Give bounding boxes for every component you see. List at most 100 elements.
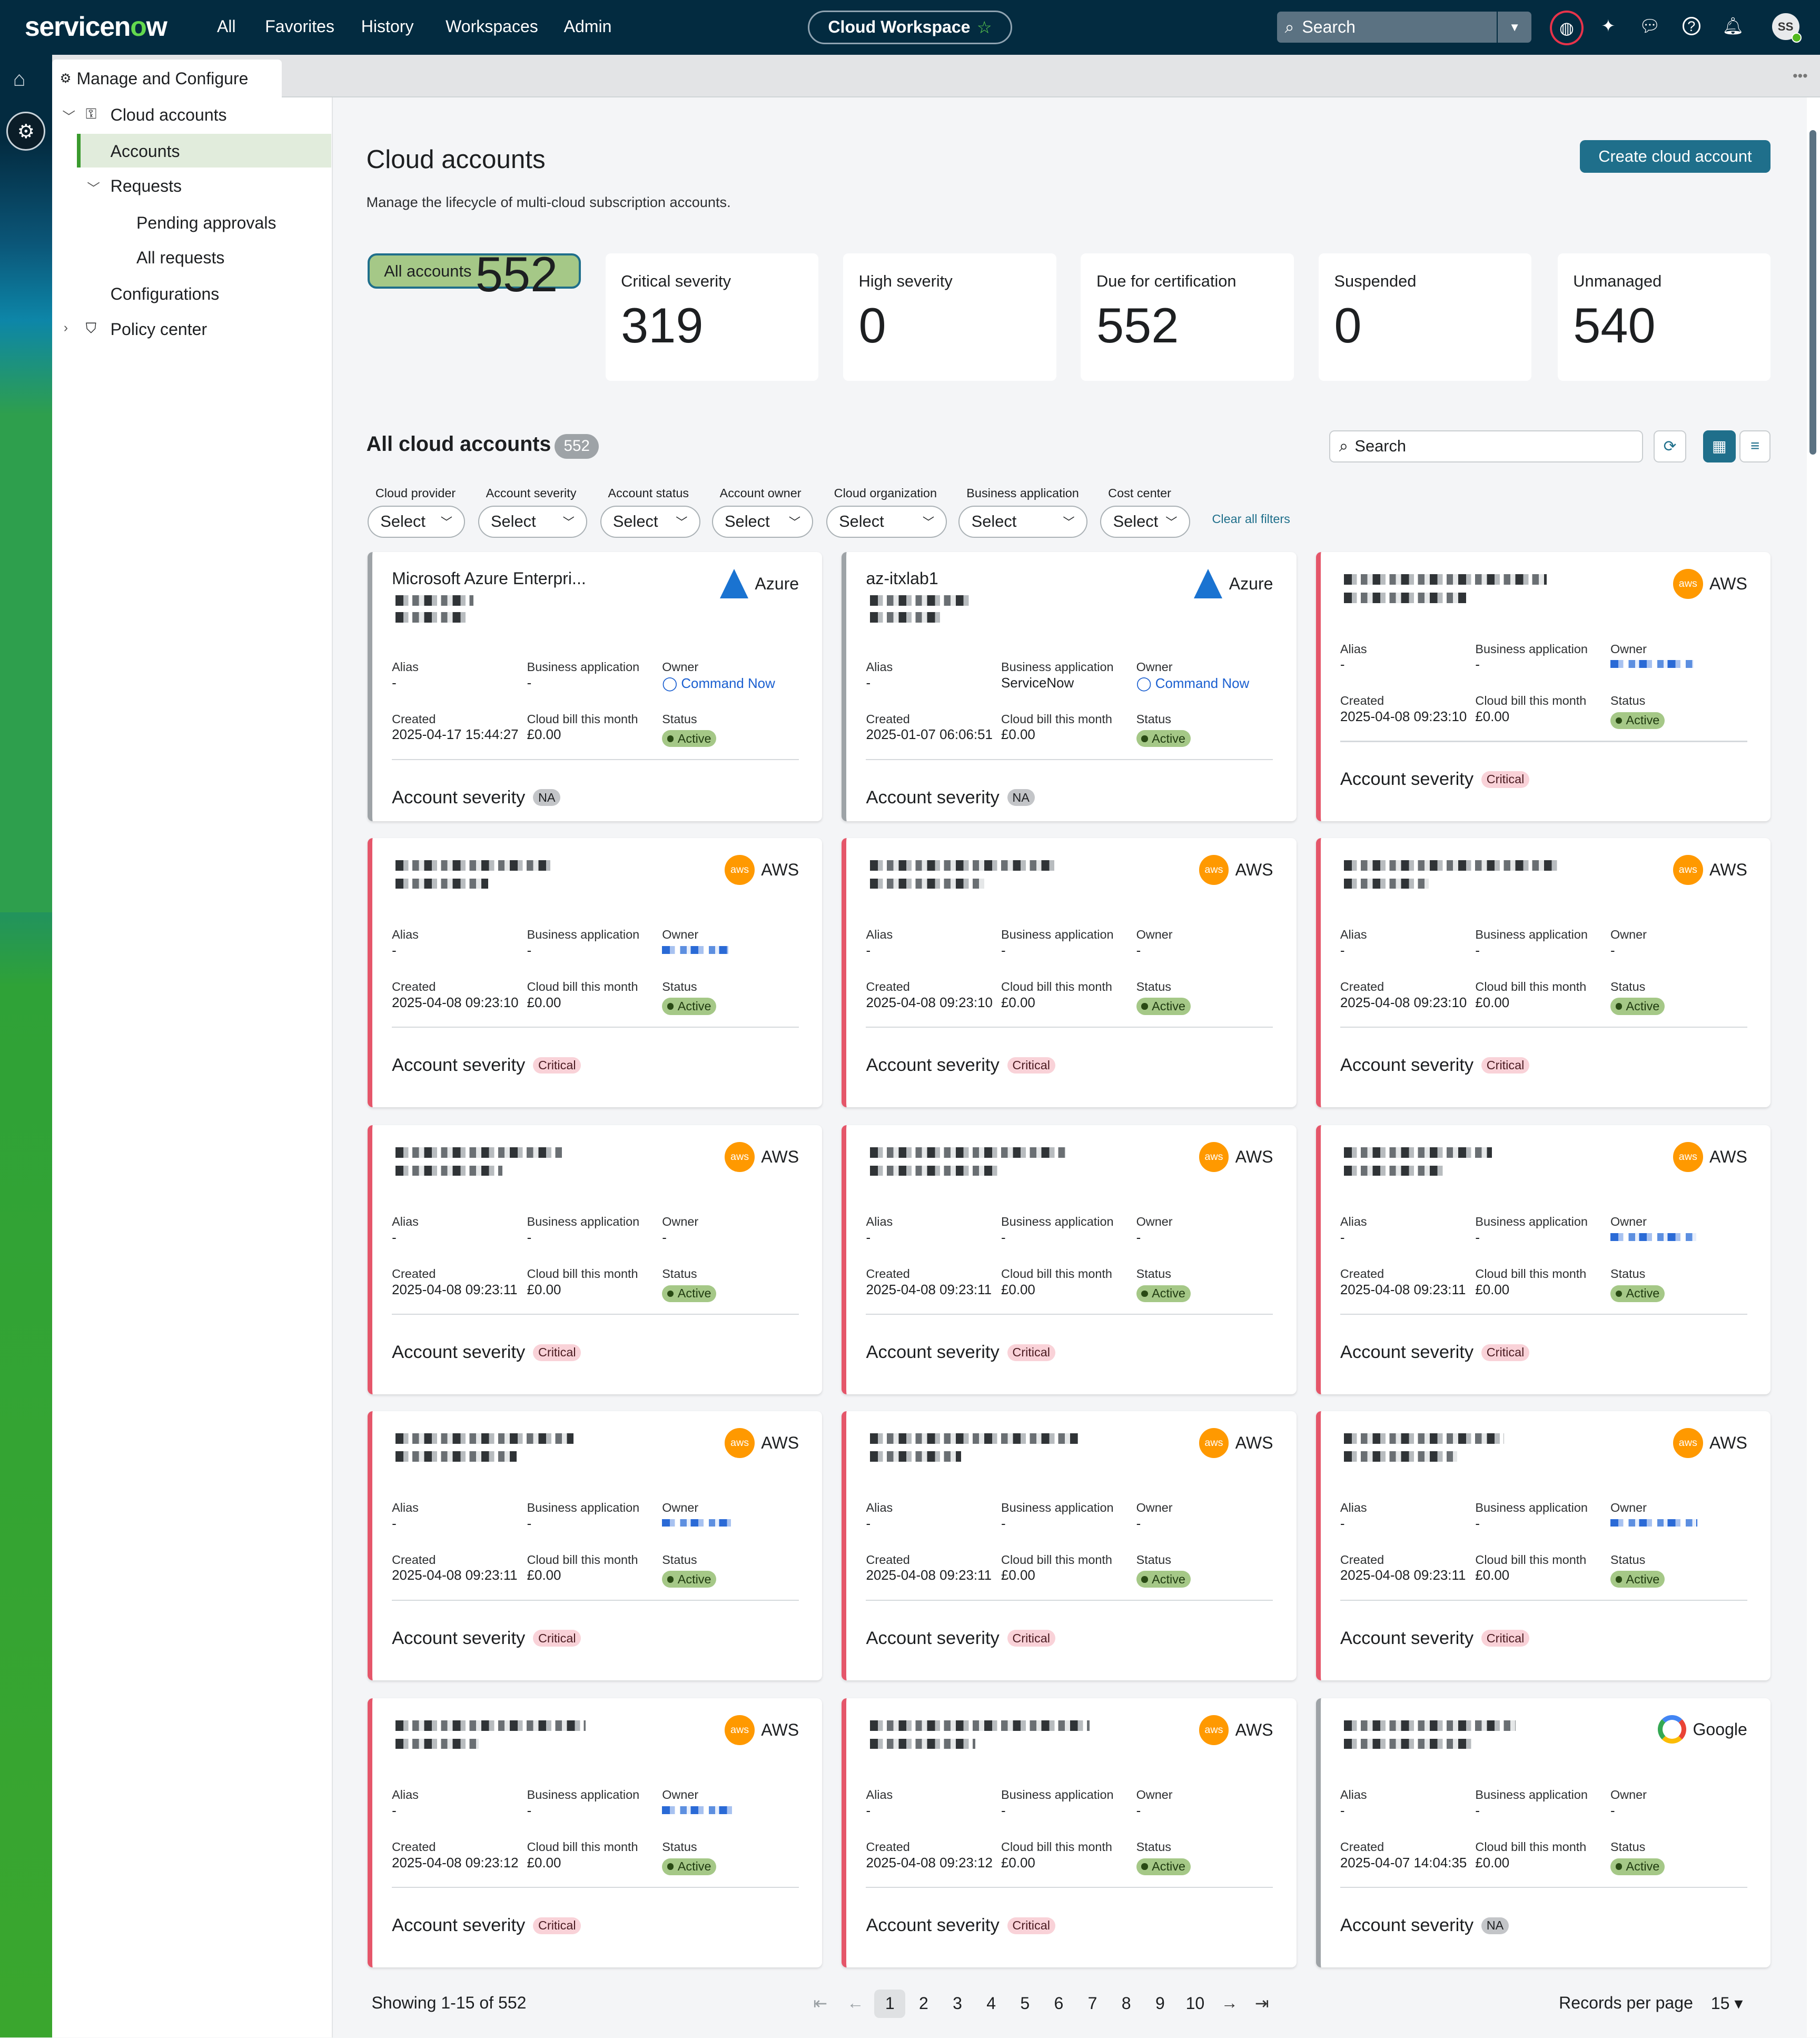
page-5[interactable]: 5 [1020,1994,1030,2013]
last-page-icon[interactable]: ⇥ [1254,1994,1269,2013]
account-card[interactable]: aws AWS Alias - Business application - Owner Cr… [368,1411,823,1680]
prev-page-icon[interactable]: ← [847,1993,864,2013]
filter-select-cloud-provider[interactable]: Select ﹀ [368,505,466,538]
nav-favorites[interactable]: Favorites [265,17,335,36]
page-4[interactable]: 4 [986,1994,996,2013]
business-application-value: - [1475,943,1480,958]
page-7[interactable]: 7 [1087,1994,1097,2013]
account-card[interactable]: aws AWS Alias - Business application - Owner - C… [842,1698,1297,1967]
stat-card-high-severity[interactable]: High severity 0 [843,253,1056,381]
grid-view-button[interactable]: ▦ [1703,430,1736,463]
nav-workspaces[interactable]: Workspaces [446,17,538,36]
redacted-owner[interactable] [662,1519,731,1527]
chevron-right-icon[interactable]: › [63,321,68,336]
search-scope-dropdown[interactable]: ▼ [1496,12,1532,43]
account-card[interactable]: aws AWS Alias - Business application - Owner - C… [842,838,1297,1107]
page-9[interactable]: 9 [1155,1994,1165,2013]
business-application-label: Business application [1001,928,1114,942]
owner-link[interactable]: ◯ Command Now [662,676,775,692]
owner-link[interactable]: ◯ Command Now [1136,676,1250,692]
sidebar-item-configurations[interactable]: Configurations [110,284,220,304]
page-1[interactable]: 1 [874,1989,906,2018]
nav-all[interactable]: All [216,17,236,36]
account-card[interactable]: aws AWS Alias - Business application - Owner - C… [1315,838,1771,1107]
sidebar-item-cloud-accounts[interactable]: Cloud accounts [110,105,227,124]
records-per-page-select[interactable]: 15 ▾ [1710,1994,1743,2013]
home-icon[interactable]: ⌂ [13,67,26,91]
redacted-owner[interactable] [1610,660,1694,668]
account-card[interactable]: aws AWS Alias - Business application - Owner Cr… [368,1698,823,1967]
azure-logo-icon [1194,569,1223,599]
account-card[interactable]: aws AWS Alias - Business application - Owner Cr… [368,838,823,1107]
sparkle-icon[interactable]: ✦ [1601,16,1616,35]
status-badge: Active [1136,1571,1191,1588]
more-options-icon[interactable]: ••• [1793,67,1808,84]
account-card[interactable]: aws AWS Alias - Business application - Owner - C… [842,1125,1297,1394]
account-card[interactable]: az-itxlab1 Azure Alias - Business applicatio… [842,552,1297,821]
filter-select-cloud-organization[interactable]: Select ﹀ [826,505,947,538]
sidebar-item-policy-center[interactable]: Policy center [110,319,207,339]
avatar[interactable]: SS [1772,13,1802,43]
filter-select-business-application[interactable]: Select ﹀ [958,505,1087,538]
account-card[interactable]: aws AWS Alias - Business application - Owner - C… [368,1125,823,1394]
stat-card-due-for-certification[interactable]: Due for certification 552 [1081,253,1294,381]
sidebar-item-accounts[interactable]: Accounts [110,141,180,161]
sidebar-item-requests[interactable]: Requests [110,176,182,196]
filter-select-account-severity[interactable]: Select ﹀ [478,505,587,538]
create-cloud-account-button[interactable]: Create cloud account [1579,140,1771,173]
cloud-workspace-app-icon[interactable]: ⚙ [6,112,46,151]
list-view-button[interactable]: ≡ [1739,430,1771,463]
chevron-down-icon[interactable]: ﹀ [62,110,76,125]
severity-badge: NA [533,789,561,806]
owner-label: Owner [1136,1215,1173,1229]
status-label: Status [1610,1839,1646,1854]
chat-icon[interactable]: 💬︎ [1639,16,1661,35]
workspace-pill[interactable]: Cloud Workspace ☆ [808,10,1012,44]
page-2[interactable]: 2 [918,1994,928,2013]
servicenow-logo[interactable]: servicenow [24,11,167,42]
list-search-input[interactable]: ⌕ Search [1329,430,1644,463]
page-6[interactable]: 6 [1054,1994,1064,2013]
redacted-owner[interactable] [1610,1519,1698,1527]
filter-select-account-status[interactable]: Select ﹀ [600,505,700,538]
account-card[interactable]: aws AWS Alias - Business application - Owner - C… [842,1411,1297,1680]
redacted-owner[interactable] [662,1806,733,1814]
account-card[interactable]: Microsoft Azure Enterpri... Azure Alias - Bu… [368,552,823,821]
filter-select-account-owner[interactable]: Select ﹀ [711,505,814,538]
refresh-button[interactable]: ⟳ [1654,430,1686,463]
sidebar-item-pending-approvals[interactable]: Pending approvals [136,213,276,232]
account-card[interactable]: aws AWS Alias - Business application - Owner Cr… [1315,1411,1771,1680]
cloud-bill-value: £0.00 [527,1855,561,1870]
global-search[interactable]: ⌕ Search ▼ [1277,12,1532,43]
first-page-icon[interactable]: ⇤ [813,1994,828,2013]
created-label: Created [1340,1839,1384,1854]
star-icon[interactable]: ☆ [976,17,992,37]
next-page-icon[interactable]: → [1221,1993,1238,2013]
stat-card-critical-severity[interactable]: Critical severity 319 [605,253,819,381]
page-8[interactable]: 8 [1121,1994,1131,2013]
globe-icon[interactable]: ◍ [1549,10,1584,46]
chevron-down-icon[interactable]: ﹀ [87,181,100,196]
account-card[interactable]: aws AWS Alias - Business application - Owner Cr… [1315,552,1771,821]
filter-select-cost-center[interactable]: Select ﹀ [1100,505,1190,538]
global-search-input[interactable]: Search [1302,17,1356,37]
redacted-owner[interactable] [1610,1233,1696,1241]
page-10[interactable]: 10 [1185,1994,1205,2013]
account-name[interactable]: Microsoft Azure Enterpri... [392,569,586,588]
clear-all-filters-link[interactable]: Clear all filters [1212,511,1290,526]
bell-icon[interactable]: 🔔︎ [1722,16,1744,35]
help-icon[interactable]: ? [1682,17,1701,35]
account-card[interactable]: aws AWS Alias - Business application - Owner Cr… [1315,1125,1771,1394]
account-card[interactable]: Google Alias - Business application - Owner - C… [1315,1698,1771,1967]
account-name[interactable]: az-itxlab1 [866,569,938,588]
stat-card-unmanaged[interactable]: Unmanaged 540 [1557,253,1771,381]
nav-admin[interactable]: Admin [563,17,612,36]
sidebar-item-all-requests[interactable]: All requests [136,248,225,268]
redacted-owner[interactable] [662,946,728,954]
stat-card-all-accounts[interactable]: All accounts 552 [368,247,581,302]
scrollbar-thumb[interactable] [1809,130,1816,455]
stat-card-suspended[interactable]: Suspended 0 [1318,253,1532,381]
nav-history[interactable]: History [361,17,414,36]
page-3[interactable]: 3 [953,1994,962,2013]
tab-manage-configure[interactable]: ⚙ Manage and Configure [52,60,282,97]
